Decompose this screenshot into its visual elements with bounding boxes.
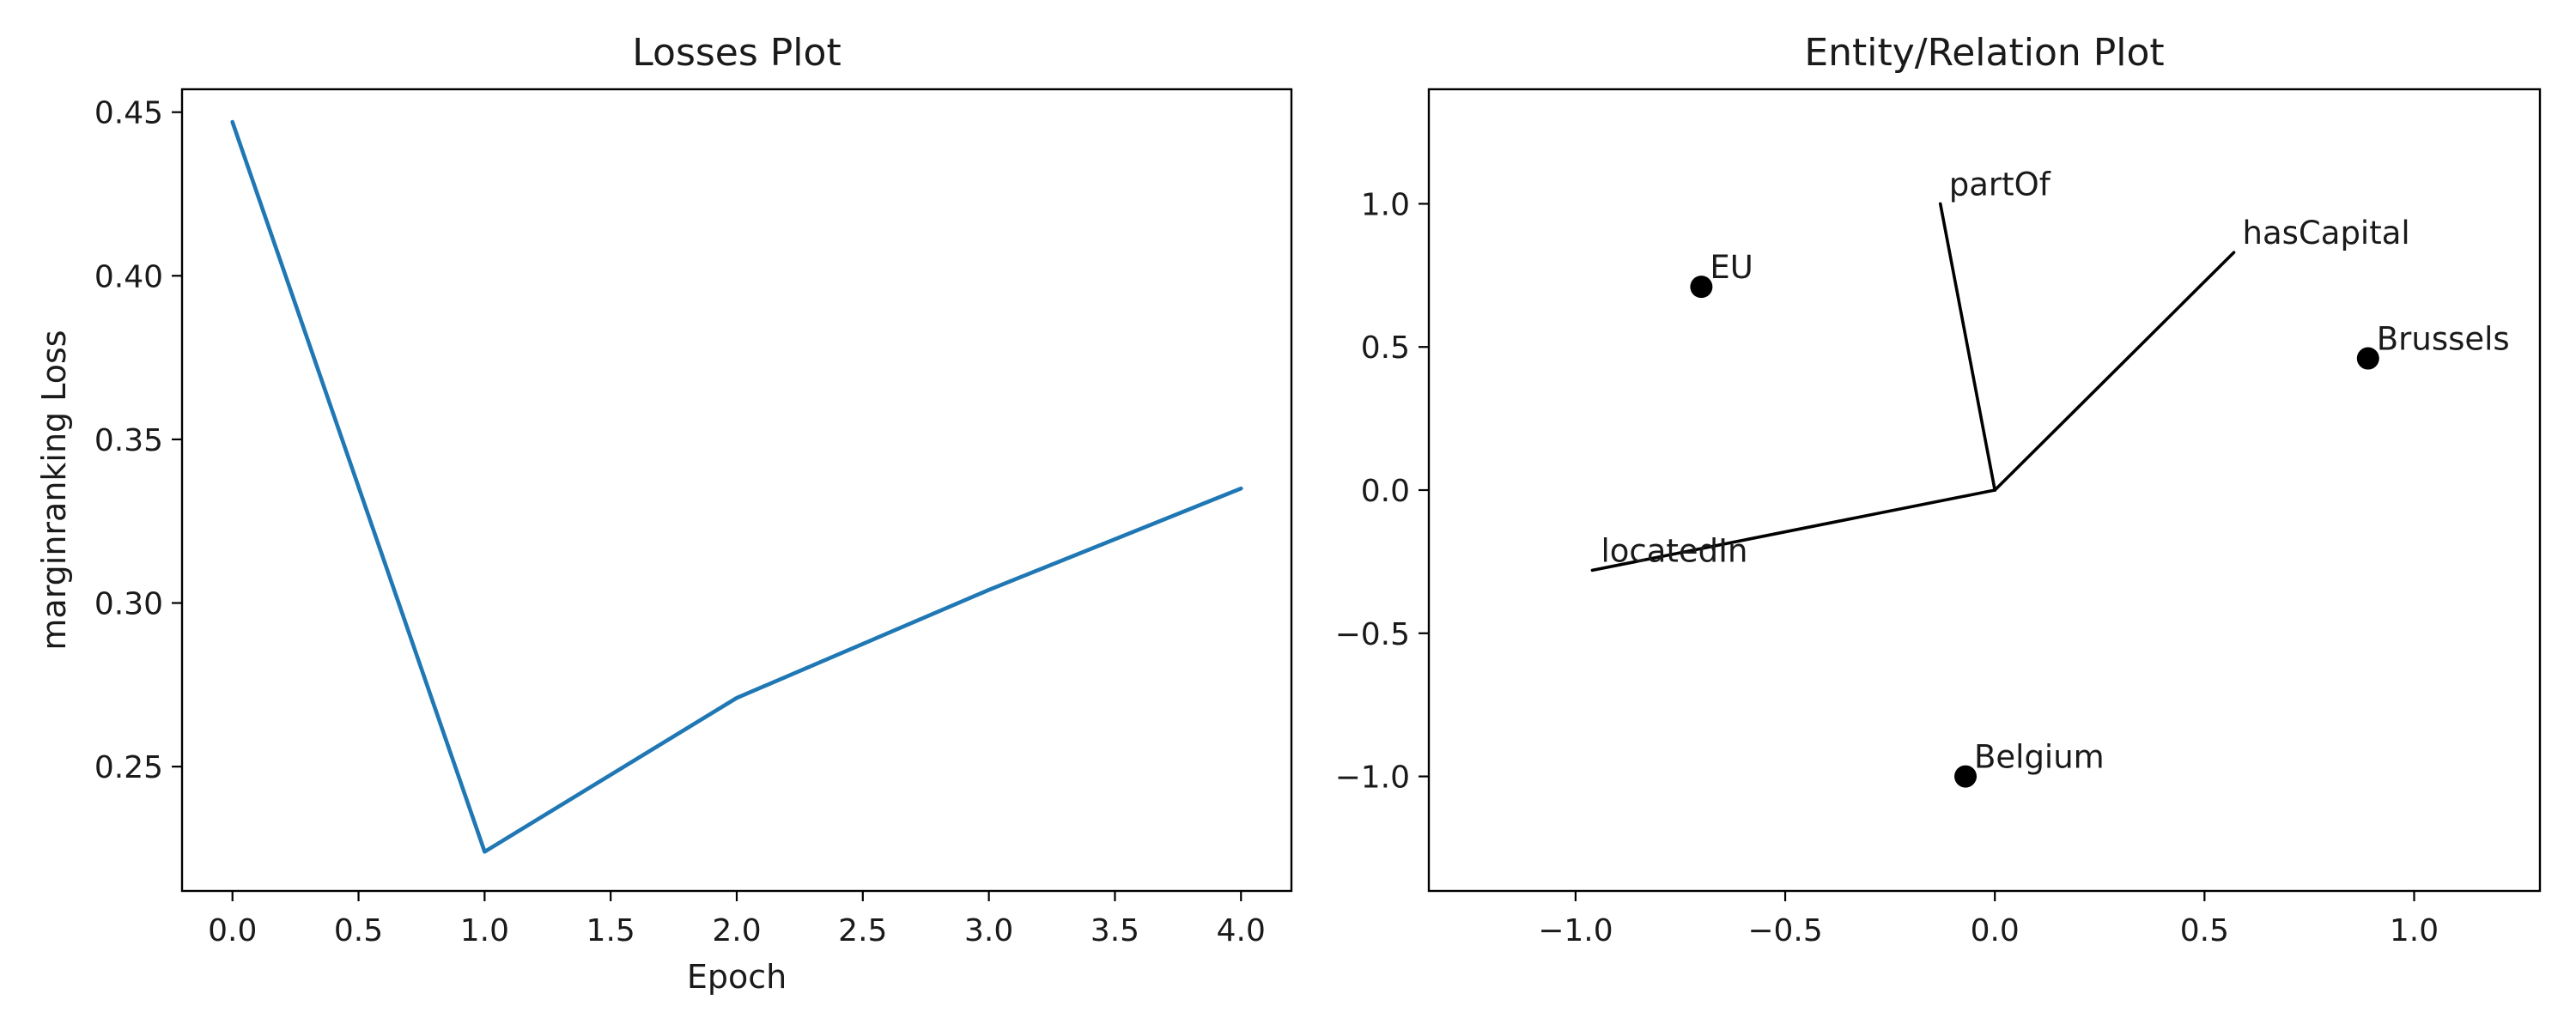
- losses-plot-y-ticks: 0.25 0.30 0.35 0.40 0.45: [94, 96, 182, 785]
- losses-plot-y-label: marginranking Loss: [35, 330, 73, 650]
- losses-plot-x-label: Epoch: [687, 958, 787, 996]
- x-tick-label: 0.0: [1971, 913, 2020, 948]
- entity-point-Brussels: [2356, 347, 2379, 370]
- losses-plot-x-ticks: 0.0 0.5 1.0 1.5 2.0 2.5 3.0 3.5 4.0: [208, 891, 1266, 948]
- losses-plot-frame: [180, 88, 1293, 893]
- losses-plot-marks: [230, 119, 1243, 854]
- entity-relation-plot-y-ticks: −1.0 −0.5 0.0 0.5 1.0: [1335, 187, 1429, 796]
- relation-label-partOf: partOf: [1949, 166, 2051, 203]
- x-tick-label: 2.5: [838, 913, 887, 948]
- x-tick-label: −1.0: [1538, 913, 1613, 948]
- entity-label-Brussels: Brussels: [2377, 321, 2510, 358]
- relation-vector-partOf: [1938, 202, 1997, 492]
- x-tick-label: 0.5: [2180, 913, 2229, 948]
- y-tick-label: 1.0: [1361, 187, 1410, 222]
- y-tick-label: 0.40: [94, 259, 163, 294]
- relation-vector-locatedIn: [1590, 488, 1997, 573]
- y-tick-label: 0.35: [94, 423, 163, 458]
- x-tick-label: 4.0: [1217, 913, 1266, 948]
- entity-relation-plot: Entity/Relation Plot partOf hasCapital loc…: [1335, 31, 2542, 948]
- entity-point-EU: [1690, 276, 1713, 299]
- losses-plot-title: Losses Plot: [632, 31, 841, 75]
- y-tick-label: 0.5: [1361, 330, 1410, 366]
- relation-label-locatedIn: locatedIn: [1601, 532, 1747, 569]
- y-tick-label: −1.0: [1335, 760, 1410, 796]
- x-tick-label: 0.5: [334, 913, 383, 948]
- loss-series-line: [230, 119, 1243, 854]
- x-tick-label: −0.5: [1747, 913, 1822, 948]
- y-tick-label: 0.45: [94, 96, 163, 131]
- relation-label-hasCapital: hasCapital: [2243, 215, 2410, 251]
- x-tick-label: 1.0: [460, 913, 509, 948]
- entity-label-Belgium: Belgium: [1974, 739, 2105, 776]
- y-tick-label: 0.30: [94, 587, 163, 622]
- entity-label-EU: EU: [1710, 249, 1753, 286]
- x-tick-label: 3.0: [964, 913, 1013, 948]
- losses-plot: Losses Plot 0.0 0.5 1.0 1.5 2.0 2.5 3.0 3.5 4.0 …: [35, 31, 1293, 996]
- y-tick-label: 0.25: [94, 750, 163, 785]
- relation-vector-hasCapital: [1993, 251, 2236, 492]
- x-tick-label: 2.0: [712, 913, 761, 948]
- entity-relation-plot-marks: partOf hasCapital locatedIn EU Brussels Belgi…: [1590, 166, 2510, 788]
- x-tick-label: 1.0: [2390, 913, 2439, 948]
- entity-relation-plot-title: Entity/Relation Plot: [1804, 31, 2164, 75]
- y-tick-label: 0.0: [1361, 474, 1410, 509]
- entity-point-Belgium: [1954, 765, 1978, 788]
- x-tick-label: 1.5: [586, 913, 635, 948]
- y-tick-label: −0.5: [1335, 617, 1410, 652]
- entity-relation-plot-x-ticks: −1.0 −0.5 0.0 0.5 1.0: [1538, 891, 2439, 948]
- x-tick-label: 0.0: [208, 913, 257, 948]
- x-tick-label: 3.5: [1091, 913, 1139, 948]
